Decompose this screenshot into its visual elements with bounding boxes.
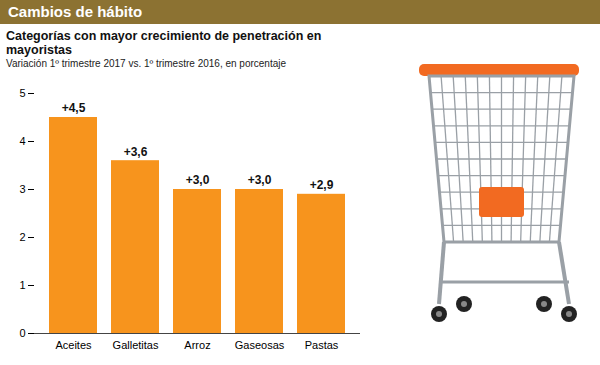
svg-text:+2,9: +2,9 — [310, 178, 334, 192]
svg-text:Arroz: Arroz — [184, 339, 210, 351]
html-text:Cambios de hábito: Cambios de hábito — [8, 3, 143, 20]
svg-text:+3,6: +3,6 — [124, 145, 148, 159]
svg-text:+3,0: +3,0 — [248, 173, 272, 187]
svg-text:Galletitas: Galletitas — [113, 339, 159, 351]
svg-text:3: 3 — [19, 183, 25, 195]
svg-text:Pastas: Pastas — [305, 339, 339, 351]
svg-text:5: 5 — [19, 87, 25, 99]
svg-text:+3,0: +3,0 — [186, 173, 210, 187]
html-text:Variación 1º trimestre 2017 vs: Variación 1º trimestre 2017 vs. 1º trime… — [6, 58, 286, 69]
svg-text:1: 1 — [19, 279, 25, 291]
svg-text:+4,5: +4,5 — [62, 101, 86, 115]
html-text:Categorías con mayor crecimien: Categorías con mayor crecimiento de pene… — [6, 29, 322, 57]
svg-text:Gaseosas: Gaseosas — [235, 339, 285, 351]
svg-text:2: 2 — [19, 231, 25, 243]
svg-text:Aceites: Aceites — [55, 339, 92, 351]
svg-text:0: 0 — [19, 327, 25, 339]
svg-text:4: 4 — [19, 135, 25, 147]
